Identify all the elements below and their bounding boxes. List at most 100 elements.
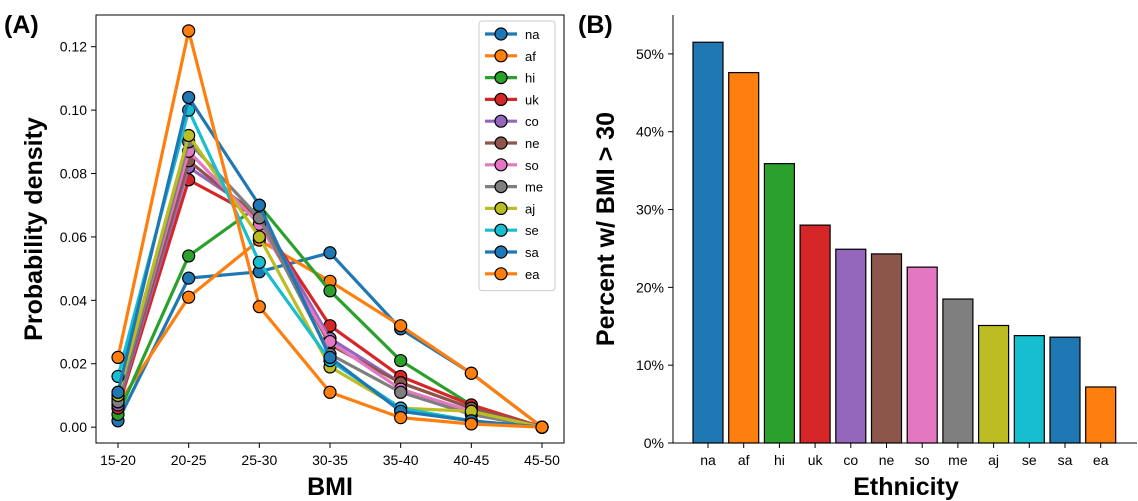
a-legend-label: se bbox=[525, 223, 539, 238]
a-legend-label: ne bbox=[525, 136, 539, 151]
a-xtick-label: 40-45 bbox=[453, 452, 489, 468]
a-legend-marker bbox=[494, 70, 508, 85]
panel-a-label: (A) bbox=[4, 11, 39, 39]
a-point-sa bbox=[252, 198, 266, 212]
a-legend-label: na bbox=[525, 27, 540, 42]
b-bar-af bbox=[728, 71, 760, 444]
b-xtick-label: af bbox=[738, 452, 750, 468]
a-legend-label: ea bbox=[525, 267, 540, 282]
a-legend-marker bbox=[494, 267, 508, 281]
a-point-na bbox=[323, 246, 337, 260]
a-point-ea bbox=[394, 411, 408, 425]
a-point-af bbox=[182, 290, 196, 304]
a-xtick-label: 30-35 bbox=[312, 452, 348, 468]
a-legend-marker bbox=[494, 92, 508, 107]
b-xtick-label: uk bbox=[808, 452, 824, 468]
b-bar-uk bbox=[799, 224, 831, 444]
b-xtick-label: so bbox=[915, 452, 930, 468]
a-point-hi bbox=[323, 284, 337, 298]
b-bar-ne bbox=[870, 253, 903, 444]
b-xtick-label: ea bbox=[1093, 452, 1109, 468]
a-legend-label: me bbox=[525, 180, 543, 195]
a-point-me bbox=[394, 385, 408, 399]
a-xtick-label: 20-25 bbox=[171, 452, 207, 468]
a-legend-marker bbox=[494, 158, 508, 172]
a-ytick-label: 0.06 bbox=[60, 229, 87, 245]
b-ytick-label: 30% bbox=[636, 202, 664, 218]
a-point-af bbox=[464, 366, 478, 380]
a-legend-marker bbox=[494, 49, 508, 63]
a-ytick-label: 0.02 bbox=[60, 356, 87, 372]
a-xtick-label: 45-50 bbox=[524, 452, 560, 468]
panel-b-bars bbox=[692, 41, 1117, 444]
b-xtick-label: me bbox=[948, 452, 968, 468]
b-xtick-label: ne bbox=[879, 452, 895, 468]
b-xtick-label: sa bbox=[1058, 452, 1073, 468]
a-series-ea bbox=[111, 24, 549, 434]
a-legend-marker bbox=[494, 245, 508, 259]
b-ytick-label: 40% bbox=[636, 124, 664, 140]
b-ytick-label: 0% bbox=[644, 435, 664, 451]
b-xtick-label: hi bbox=[774, 452, 785, 468]
a-xtick-label: 25-30 bbox=[241, 452, 277, 468]
a-point-hi bbox=[394, 353, 408, 368]
a-point-ea bbox=[111, 350, 125, 364]
a-legend-box bbox=[478, 20, 556, 292]
b-bar-so bbox=[906, 266, 938, 444]
b-xtick-label: aj bbox=[988, 452, 999, 468]
a-point-af bbox=[394, 319, 408, 333]
panel-b-ylabel: Percent w/ BMI > 30 bbox=[592, 112, 620, 346]
a-legend-marker bbox=[494, 180, 508, 194]
b-xtick-label: se bbox=[1022, 452, 1037, 468]
b-xtick-label: co bbox=[843, 452, 858, 468]
a-legend-label: so bbox=[525, 158, 539, 173]
panel-a-xlabel: BMI bbox=[307, 473, 353, 501]
a-point-ea bbox=[182, 24, 196, 38]
a-ytick-label: 0.00 bbox=[60, 419, 87, 435]
panel-a-legend: na af hi uk co ne so me aj se sa ea bbox=[478, 20, 556, 292]
b-bar-hi bbox=[763, 163, 796, 444]
b-ytick-label: 20% bbox=[636, 279, 664, 295]
a-legend-marker bbox=[494, 223, 508, 237]
a-point-sa bbox=[323, 350, 337, 364]
panel-b-label: (B) bbox=[578, 11, 613, 39]
b-ytick-label: 50% bbox=[636, 46, 664, 62]
a-point-hi bbox=[182, 249, 196, 263]
panel-a-ticks: 0.00 0.02 0.04 0.06 0.08 0.10 0.12 15-20 20-25 25… bbox=[60, 39, 560, 468]
a-legend-label: co bbox=[525, 114, 539, 129]
a-ytick-label: 0.12 bbox=[60, 39, 87, 55]
panel-b-xlabel: Ethnicity bbox=[853, 473, 959, 501]
a-point-sa bbox=[182, 90, 196, 105]
a-legend-marker bbox=[494, 201, 508, 215]
panel-b-ticks: 0% 10% 20% 30% 40% 50% na af hi uk co ne so me aj se sa e… bbox=[636, 46, 1109, 468]
a-point-ea bbox=[535, 420, 549, 434]
a-legend-label: hi bbox=[525, 71, 535, 86]
a-point-se bbox=[252, 255, 266, 269]
a-ytick-label: 0.08 bbox=[60, 166, 87, 182]
b-bar-me bbox=[942, 298, 974, 444]
b-ytick-label: 10% bbox=[636, 357, 664, 373]
b-xtick-label: na bbox=[700, 452, 716, 468]
a-legend-marker bbox=[494, 114, 508, 128]
a-ytick-label: 0.04 bbox=[60, 292, 87, 308]
a-xtick-label: 15-20 bbox=[100, 452, 136, 468]
b-bar-aj bbox=[977, 324, 1010, 444]
b-bar-sa bbox=[1049, 336, 1081, 444]
b-bar-na bbox=[692, 41, 724, 444]
b-bar-co bbox=[835, 248, 867, 444]
a-legend-label: sa bbox=[525, 245, 540, 260]
panel-b: (B) 0% 10% 20% 30% 40% 50% na af hi uk co ne so me aj s… bbox=[578, 11, 1137, 501]
panel-a-ylabel: Probability density bbox=[20, 117, 48, 341]
a-point-sa bbox=[111, 385, 125, 399]
b-bar-se bbox=[1013, 335, 1045, 444]
a-xtick-label: 35-40 bbox=[383, 452, 419, 468]
a-legend-label: aj bbox=[525, 201, 535, 216]
panel-a-series bbox=[111, 24, 549, 434]
a-point-ea bbox=[464, 417, 478, 431]
b-bar-ea bbox=[1085, 386, 1117, 444]
a-ytick-label: 0.10 bbox=[60, 102, 87, 118]
a-legend-label: uk bbox=[525, 92, 539, 107]
panel-a: (A) 0.00 0.02 0.04 0.06 0.08 0.10 0.12 15-20 20-… bbox=[4, 11, 565, 501]
a-legend-label: af bbox=[525, 49, 536, 64]
